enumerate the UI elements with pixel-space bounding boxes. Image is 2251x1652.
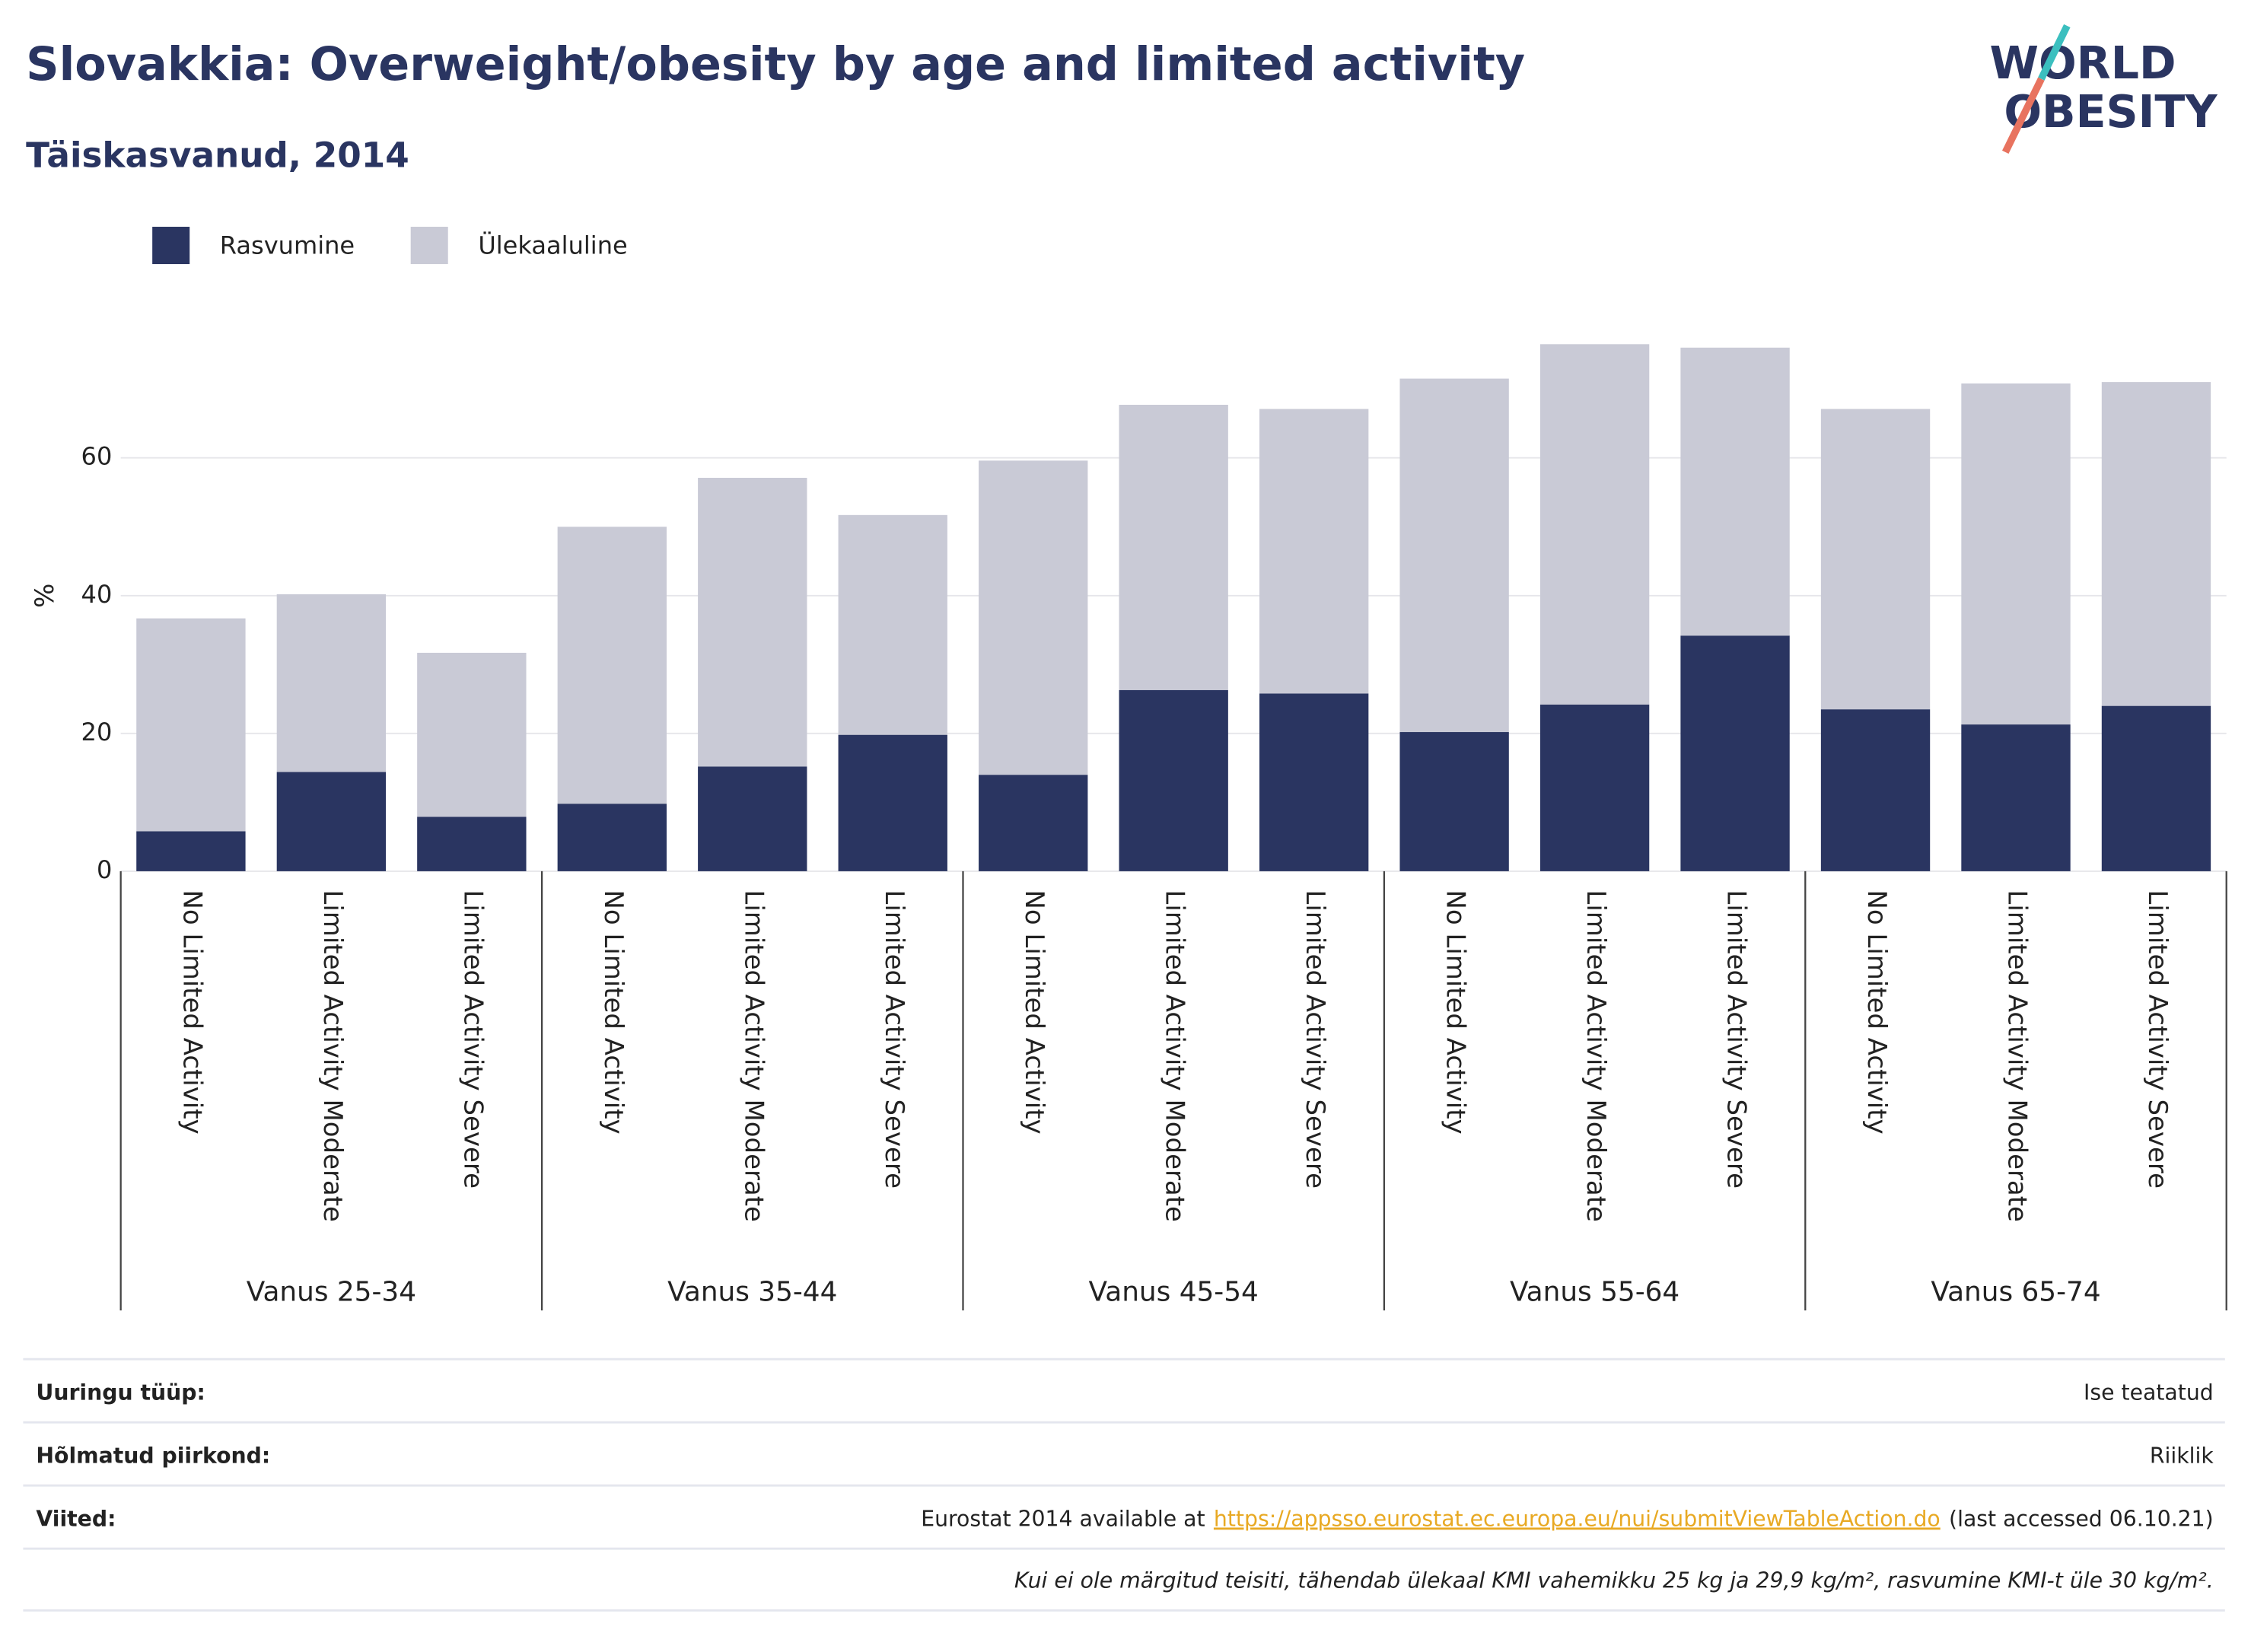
row-label: Hõlmatud piirkond: [36, 1443, 270, 1468]
legend-label: Rasvumine [220, 231, 355, 259]
group-label: Vanus 65-74 [1931, 1276, 2100, 1307]
group-label: Vanus 55-64 [1510, 1276, 1679, 1307]
logo: WORLD OBESITY [1989, 24, 2218, 154]
x-tick-label: Limited Activity Severe [457, 890, 488, 1189]
bar-segment [1539, 344, 1650, 705]
x-tick-label: No Limited Activity [1441, 890, 1471, 1134]
bar-segment [2101, 705, 2211, 871]
bar-segment [1680, 635, 1790, 871]
bar-segment [1259, 693, 1369, 871]
logo-text: WORLD [1989, 37, 2176, 89]
bar-segment [1259, 409, 1369, 694]
bar-segment [698, 766, 807, 871]
bar-segment [2101, 382, 2211, 706]
bar-segment [979, 775, 1088, 871]
x-tick-label: Limited Activity Severe [1300, 890, 1330, 1189]
x-tick-label: Limited Activity Moderate [738, 890, 769, 1221]
bar-segment [1680, 347, 1790, 636]
bar-segment [557, 527, 667, 804]
bar-segment [1820, 709, 1931, 871]
chart-subtitle: Täiskasvanud, 2014 [26, 135, 409, 175]
bar-segment [276, 594, 387, 772]
bar-segment [136, 831, 246, 871]
x-tick-label: No Limited Activity [1019, 890, 1049, 1134]
y-tick-label: 20 [81, 718, 113, 746]
bar-segment [1539, 704, 1650, 871]
x-tick-label: Limited Activity Moderate [2002, 890, 2033, 1221]
bar-segment [1399, 732, 1509, 871]
chart-title: Slovakkia: Overweight/obesity by age and… [26, 38, 1525, 91]
value-text: (last accessed 06.10.21) [1949, 1506, 2214, 1531]
link: https://appsso.eurostat.ec.europa.eu/nui… [1214, 1506, 1941, 1531]
x-tick-label: Limited Activity Moderate [1160, 890, 1190, 1221]
bar-segment [838, 734, 947, 871]
group-label: Vanus 45-54 [1089, 1276, 1259, 1307]
y-tick-label: 0 [97, 855, 112, 884]
bar-segment [417, 652, 527, 817]
bar-segment [1820, 409, 1931, 710]
y-axis-label: % [30, 584, 60, 608]
bar-segment [557, 804, 667, 871]
bar-segment [1961, 724, 2071, 871]
group-label: Vanus 35-44 [667, 1276, 837, 1307]
x-tick-label: Limited Activity Severe [1721, 890, 1752, 1189]
x-tick-label: No Limited Activity [177, 890, 207, 1134]
x-tick-label: No Limited Activity [598, 890, 629, 1134]
bar-segment [979, 460, 1088, 775]
x-tick-label: Limited Activity Severe [879, 890, 909, 1189]
bar-segment [276, 772, 387, 871]
row-label: Uuringu tüüp: [36, 1380, 205, 1405]
bar-segment [698, 477, 807, 767]
logo-slash [2001, 77, 2045, 154]
row-value: Ise teatatud [2084, 1380, 2214, 1405]
logo-slash [2038, 24, 2071, 81]
bar-segment [1119, 689, 1228, 871]
bar-segment [1961, 383, 2071, 725]
x-tick-label: No Limited Activity [1861, 890, 1892, 1134]
bar-segment [1119, 404, 1228, 690]
row-value: Eurostat 2014 available at https://appsso… [921, 1506, 2213, 1531]
bar-segment [417, 816, 527, 871]
group-label: Vanus 25-34 [247, 1276, 416, 1307]
y-tick-label: 60 [81, 442, 113, 471]
bar-segment [1399, 378, 1509, 733]
legend-swatch [410, 227, 448, 265]
bar-segment [838, 514, 947, 735]
bar-segment [136, 618, 246, 832]
y-tick-label: 40 [81, 580, 113, 609]
footnote: Kui ei ole märgitud teisiti, tähendab ül… [1014, 1568, 2214, 1593]
legend-swatch [152, 227, 190, 265]
row-value: Riiklik [2150, 1443, 2214, 1468]
x-tick-label: Limited Activity Moderate [1581, 890, 1611, 1221]
value-text: Eurostat 2014 available at [921, 1506, 1205, 1531]
x-tick-label: Limited Activity Severe [2142, 890, 2173, 1189]
row-label: Viited: [36, 1506, 116, 1531]
logo-text: OBESITY [2004, 86, 2218, 138]
x-tick-label: Limited Activity Moderate [317, 890, 348, 1221]
legend-label: Ülekaaluline [478, 231, 627, 259]
